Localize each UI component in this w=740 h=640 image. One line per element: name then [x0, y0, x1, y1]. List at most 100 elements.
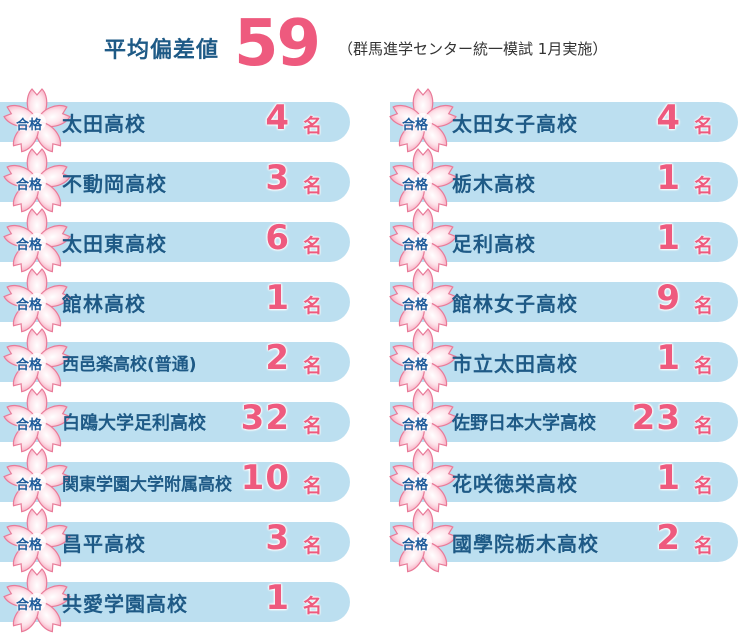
count-unit: 名 — [694, 175, 714, 197]
pass-count: 1 — [656, 458, 681, 498]
cherry-blossom-icon — [387, 148, 459, 216]
pass-badge: 合格 — [16, 418, 43, 433]
acceptance-row-left-1: 合格 太田高校 4 名 — [0, 88, 360, 156]
acceptance-row-left-7: 合格 関東学園大学附属高校 10 名 — [0, 448, 360, 516]
pass-badge: 合格 — [16, 598, 43, 613]
count-unit: 名 — [694, 475, 714, 497]
acceptance-row-right-3: 合格 足利高校 1 名 — [387, 208, 740, 276]
pass-count: 3 — [265, 158, 290, 198]
acceptance-row-right-8: 合格 國學院栃木高校 2 名 — [387, 508, 740, 576]
count-unit: 名 — [694, 355, 714, 377]
pass-count: 9 — [656, 278, 681, 318]
count-unit: 名 — [303, 175, 323, 197]
pass-badge: 合格 — [402, 238, 429, 253]
pass-count: 1 — [265, 278, 290, 318]
cherry-blossom-icon — [1, 148, 73, 216]
average-score-value: 59 — [234, 7, 321, 81]
acceptance-row-left-2: 合格 不動岡高校 3 名 — [0, 148, 360, 216]
cherry-blossom-icon — [1, 568, 73, 636]
count-unit: 名 — [694, 115, 714, 137]
count-unit: 名 — [303, 535, 323, 557]
pass-badge: 合格 — [402, 538, 429, 553]
acceptance-row-left-5: 合格 西邑楽高校(普通) 2 名 — [0, 328, 360, 396]
acceptance-row-right-5: 合格 市立太田高校 1 名 — [387, 328, 740, 396]
school-name: 館林女子高校 — [452, 292, 578, 316]
pass-count: 3 — [265, 518, 290, 558]
count-unit: 名 — [303, 295, 323, 317]
pass-count: 1 — [656, 158, 681, 198]
count-unit: 名 — [303, 115, 323, 137]
pass-count: 1 — [656, 338, 681, 378]
pass-badge: 合格 — [16, 238, 43, 253]
count-unit: 名 — [694, 295, 714, 317]
cherry-blossom-icon — [1, 208, 73, 276]
cherry-blossom-icon — [387, 268, 459, 336]
cherry-blossom-icon — [1, 508, 73, 576]
school-name: 太田女子高校 — [452, 112, 578, 136]
cherry-blossom-icon — [387, 448, 459, 516]
pass-badge: 合格 — [16, 358, 43, 373]
pass-count: 4 — [265, 98, 290, 138]
school-name: 不動岡高校 — [62, 172, 167, 196]
cherry-blossom-icon — [1, 388, 73, 456]
school-name: 西邑楽高校(普通) — [62, 355, 197, 375]
pass-count: 2 — [265, 338, 290, 378]
pass-badge: 合格 — [402, 298, 429, 313]
count-unit: 名 — [303, 415, 323, 437]
pass-count: 6 — [265, 218, 290, 258]
acceptance-row-left-4: 合格 館林高校 1 名 — [0, 268, 360, 336]
cherry-blossom-icon — [1, 328, 73, 396]
pass-count: 2 — [656, 518, 681, 558]
acceptance-row-left-8: 合格 昌平高校 3 名 — [0, 508, 360, 576]
count-unit: 名 — [694, 235, 714, 257]
pass-badge: 合格 — [16, 298, 43, 313]
pass-badge: 合格 — [402, 418, 429, 433]
acceptance-row-left-9: 合格 共愛学園高校 1 名 — [0, 568, 360, 636]
school-name: 國學院栃木高校 — [452, 532, 599, 556]
average-score-header: 平均偏差値 59 （群馬進学センター統一模試 1月実施） — [0, 8, 740, 80]
pass-badge: 合格 — [16, 118, 43, 133]
cherry-blossom-icon — [387, 508, 459, 576]
count-unit: 名 — [303, 355, 323, 377]
pass-badge: 合格 — [16, 178, 43, 193]
acceptance-row-right-4: 合格 館林女子高校 9 名 — [387, 268, 740, 336]
acceptance-row-left-6: 合格 白鴎大学足利高校 32 名 — [0, 388, 360, 456]
pass-badge: 合格 — [402, 118, 429, 133]
count-unit: 名 — [303, 475, 323, 497]
school-name: 昌平高校 — [62, 532, 146, 556]
school-name: 市立太田高校 — [452, 352, 578, 376]
school-name: 花咲徳栄高校 — [452, 472, 578, 496]
cherry-blossom-icon — [387, 88, 459, 156]
school-name: 共愛学園高校 — [62, 592, 188, 616]
school-name: 佐野日本大学高校 — [452, 413, 596, 434]
pass-badge: 合格 — [16, 538, 43, 553]
pass-badge: 合格 — [402, 358, 429, 373]
count-unit: 名 — [694, 535, 714, 557]
pass-badge: 合格 — [16, 478, 43, 493]
pass-count: 4 — [656, 98, 681, 138]
school-name: 太田高校 — [62, 112, 146, 136]
count-unit: 名 — [303, 595, 323, 617]
pass-count: 23 — [631, 398, 681, 438]
school-name: 太田東高校 — [62, 232, 167, 256]
cherry-blossom-icon — [1, 448, 73, 516]
pass-count: 10 — [240, 458, 290, 498]
school-name: 栃木高校 — [452, 172, 536, 196]
count-unit: 名 — [303, 235, 323, 257]
cherry-blossom-icon — [387, 208, 459, 276]
cherry-blossom-icon — [387, 388, 459, 456]
cherry-blossom-icon — [1, 88, 73, 156]
acceptance-row-right-2: 合格 栃木高校 1 名 — [387, 148, 740, 216]
school-name: 館林高校 — [62, 292, 146, 316]
school-name: 白鴎大学足利高校 — [62, 413, 206, 434]
school-name: 関東学園大学附属高校 — [62, 475, 232, 495]
cherry-blossom-icon — [387, 328, 459, 396]
count-unit: 名 — [694, 415, 714, 437]
pass-count: 32 — [240, 398, 290, 438]
acceptance-row-right-7: 合格 花咲徳栄高校 1 名 — [387, 448, 740, 516]
pass-count: 1 — [265, 578, 290, 618]
pass-badge: 合格 — [402, 478, 429, 493]
pass-count: 1 — [656, 218, 681, 258]
acceptance-row-right-1: 合格 太田女子高校 4 名 — [387, 88, 740, 156]
pass-badge: 合格 — [402, 178, 429, 193]
